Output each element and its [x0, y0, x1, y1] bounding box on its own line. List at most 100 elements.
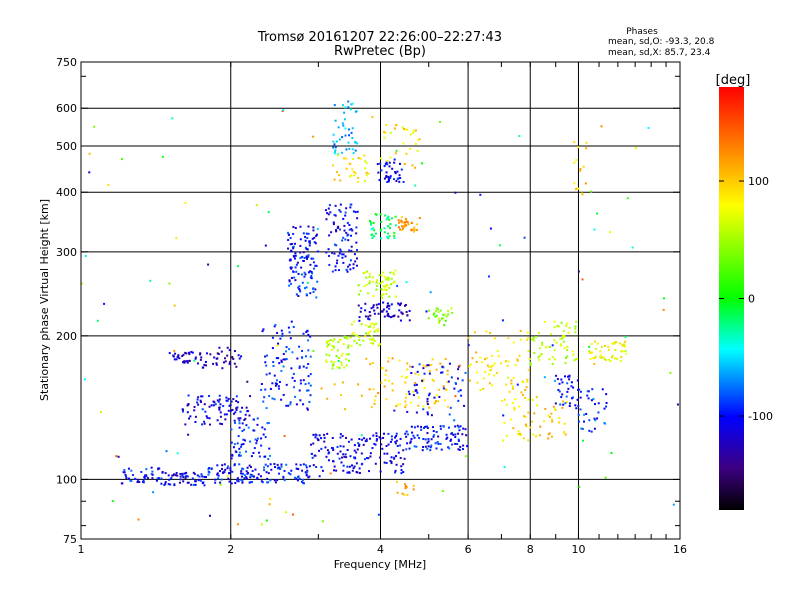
- data-point: [295, 477, 298, 480]
- data-point: [303, 271, 306, 274]
- data-point: [391, 382, 394, 385]
- data-point: [332, 223, 335, 226]
- data-point: [390, 460, 393, 463]
- data-point: [551, 344, 554, 347]
- data-point: [467, 344, 470, 347]
- data-point: [364, 309, 367, 312]
- data-point: [243, 419, 246, 422]
- y-tick-label: 300: [56, 246, 77, 259]
- data-point: [380, 169, 383, 172]
- data-point: [307, 333, 310, 336]
- data-point: [305, 466, 308, 469]
- data-point: [325, 340, 328, 343]
- data-point: [383, 385, 386, 388]
- data-point: [318, 434, 321, 437]
- data-point: [404, 485, 407, 488]
- data-point: [512, 427, 515, 430]
- data-point: [390, 435, 393, 438]
- data-point: [306, 281, 309, 284]
- data-point: [347, 359, 350, 362]
- data-point: [334, 243, 337, 246]
- data-point: [432, 379, 435, 382]
- data-point: [307, 476, 310, 479]
- x-tick-label: 1: [78, 543, 85, 556]
- data-point: [123, 469, 126, 472]
- data-point: [268, 447, 271, 450]
- data-point: [189, 415, 192, 418]
- data-point: [380, 220, 383, 223]
- data-point: [333, 383, 336, 386]
- data-point: [409, 133, 412, 136]
- data-point: [611, 354, 614, 357]
- data-point: [217, 400, 220, 403]
- data-point: [370, 223, 373, 226]
- data-point: [410, 437, 413, 440]
- data-point: [588, 419, 591, 422]
- data-point: [584, 182, 587, 185]
- data-point: [600, 125, 603, 128]
- data-point: [347, 128, 350, 131]
- data-point: [171, 117, 174, 120]
- data-point: [335, 140, 338, 143]
- data-point: [393, 234, 396, 237]
- data-point: [348, 471, 351, 474]
- data-point: [385, 218, 388, 221]
- data-point: [373, 330, 376, 333]
- data-point: [207, 473, 210, 476]
- data-point: [181, 474, 184, 477]
- data-point: [415, 229, 418, 232]
- data-point: [161, 470, 164, 473]
- data-point: [143, 476, 146, 479]
- data-point: [418, 363, 421, 366]
- data-point: [446, 436, 449, 439]
- data-point: [385, 161, 388, 164]
- data-point: [381, 447, 384, 450]
- data-point: [548, 432, 551, 435]
- data-point: [394, 295, 397, 298]
- data-point: [382, 301, 385, 304]
- data-point: [330, 360, 333, 363]
- data-point: [348, 134, 351, 137]
- data-point: [527, 349, 530, 352]
- data-point: [351, 148, 354, 151]
- data-point: [336, 366, 339, 369]
- data-point: [342, 464, 345, 467]
- data-point: [387, 360, 390, 363]
- data-point: [356, 210, 359, 213]
- data-point: [344, 118, 347, 121]
- data-point: [599, 350, 602, 353]
- data-point: [387, 176, 390, 179]
- data-point: [186, 361, 189, 364]
- data-point: [225, 399, 228, 402]
- data-point: [418, 138, 421, 141]
- data-point: [345, 364, 348, 367]
- data-point: [200, 395, 203, 398]
- data-point: [450, 438, 453, 441]
- data-point: [439, 427, 442, 430]
- data-point: [400, 229, 403, 232]
- data-point: [188, 359, 191, 362]
- data-point: [389, 175, 392, 178]
- data-point: [468, 365, 471, 368]
- data-point: [365, 174, 368, 177]
- data-point: [482, 387, 485, 390]
- data-point: [393, 127, 396, 130]
- data-point: [395, 149, 398, 152]
- data-point: [188, 353, 191, 356]
- data-point: [426, 397, 429, 400]
- data-point: [235, 365, 238, 368]
- data-point: [214, 478, 217, 481]
- data-point: [535, 396, 538, 399]
- data-point: [620, 350, 623, 353]
- data-point: [607, 358, 610, 361]
- data-point: [375, 303, 378, 306]
- data-point: [491, 354, 494, 357]
- data-point: [450, 307, 453, 310]
- data-point: [378, 179, 381, 182]
- data-point: [409, 441, 412, 444]
- data-point: [517, 430, 520, 433]
- data-point: [236, 406, 239, 409]
- data-point: [386, 314, 389, 317]
- data-point: [308, 241, 311, 244]
- data-point: [289, 403, 292, 406]
